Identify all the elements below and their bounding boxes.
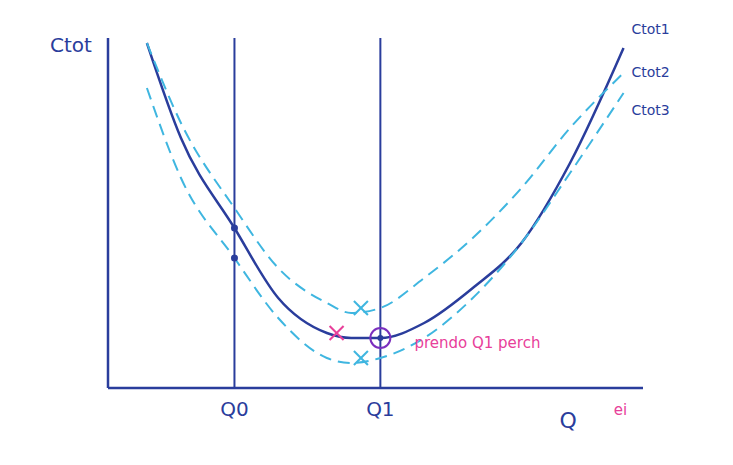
svg-text:Ctot2: Ctot2 xyxy=(632,64,670,80)
svg-text:Ctot1: Ctot1 xyxy=(632,21,670,37)
svg-text:Ctot3: Ctot3 xyxy=(632,102,670,118)
svg-text:prendo Q1 perch: prendo Q1 perch xyxy=(414,334,540,352)
svg-text:Q: Q xyxy=(559,408,576,433)
svg-text:Ctot: Ctot xyxy=(50,33,92,57)
svg-text:ei: ei xyxy=(614,401,627,419)
svg-text:Q1: Q1 xyxy=(366,397,394,421)
svg-text:Q0: Q0 xyxy=(220,397,248,421)
